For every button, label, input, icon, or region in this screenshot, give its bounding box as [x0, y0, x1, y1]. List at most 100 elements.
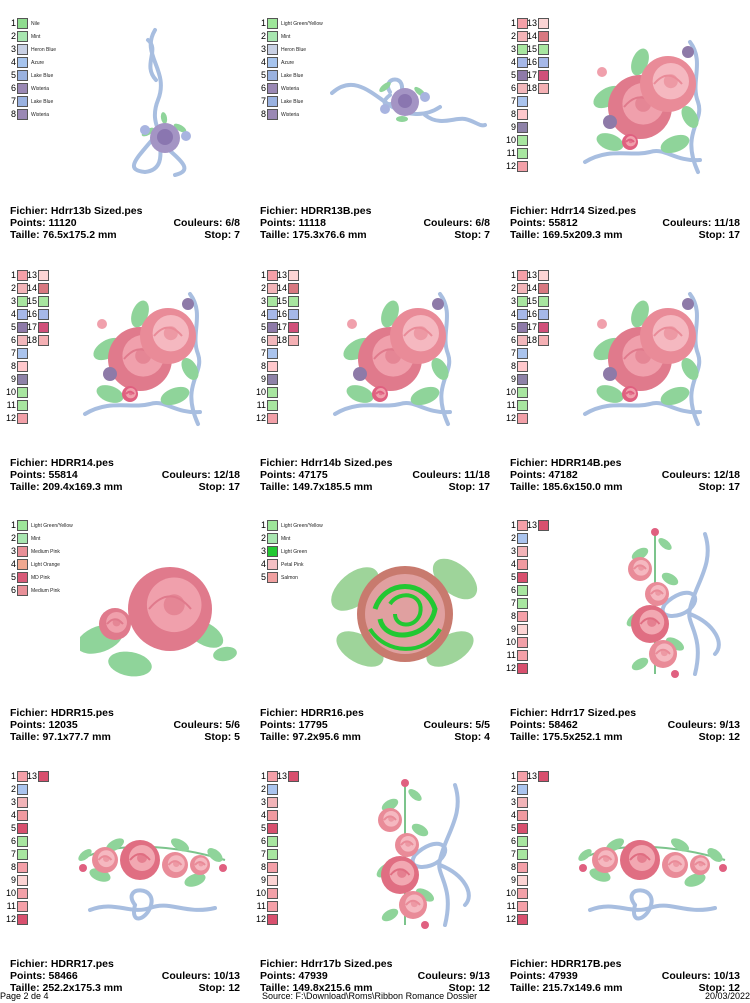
swatch-number: 1 [510, 771, 516, 781]
swatch-color-box [517, 585, 528, 596]
swatch-color-box [17, 374, 28, 385]
color-swatch: 18 [274, 334, 299, 347]
swatch-number: 1 [510, 18, 516, 28]
leaf-icon [160, 386, 190, 406]
embroidery-preview [331, 558, 478, 667]
color-swatch: 4 [250, 809, 278, 822]
swatch-number: 11 [506, 901, 516, 911]
leaf-icon [631, 657, 649, 671]
swatch-label: Azure [31, 59, 45, 66]
color-swatch: 2 [500, 282, 528, 295]
design-size: Taille: 97.2x95.6 mm [260, 731, 361, 743]
swatch-color-box [17, 18, 28, 29]
color-swatch: 6 [250, 835, 278, 848]
stop-count: Stop: 5 [204, 731, 240, 743]
color-swatch: 3 Heron Blue [250, 43, 306, 56]
design-card: 1 2 3 4 5 6 7 8 9 10 11 12 13 Fichier: HDRR17.pes Poin… [0, 770, 240, 1002]
swatch-label: Light Green [281, 548, 308, 555]
color-swatch: 11 [250, 399, 278, 412]
swatch-color-box [267, 18, 278, 29]
swatch-number: 2 [510, 784, 516, 794]
swatch-number: 8 [510, 109, 516, 119]
color-swatch: 11 [0, 399, 28, 412]
swatch-number: 10 [505, 637, 516, 647]
swatch-color-box [38, 335, 49, 346]
leaf-icon [78, 849, 92, 861]
swatch-number: 2 [260, 31, 266, 41]
swatch-color-box [538, 70, 549, 81]
color-swatch: 12 [0, 412, 28, 425]
swatch-number: 10 [505, 888, 516, 898]
color-swatch: 1 Light Green/Yellow [0, 519, 73, 532]
swatch-color-box [17, 520, 28, 531]
stop-count: Stop: 17 [698, 481, 740, 493]
color-swatch: 17 [274, 321, 299, 334]
file-name: Fichier: HDRR15.pes [10, 707, 114, 719]
swatch-number: 11 [256, 400, 266, 410]
design-size: Taille: 149.7x185.5 mm [260, 481, 373, 493]
swatch-number: 10 [505, 387, 516, 397]
swatch-number: 3 [510, 797, 516, 807]
design-card: 1 Light Green/Yellow 2 Mint 3 Medium Pink 4 Lig… [0, 519, 240, 751]
color-swatch: 13 [24, 770, 49, 783]
swatch-number: 4 [260, 309, 266, 319]
embroidery-preview [83, 292, 202, 426]
ribbon-icon [688, 40, 702, 174]
swatch-number: 7 [510, 96, 516, 106]
swatch-number: 2 [260, 533, 266, 543]
embroidery-preview [583, 40, 702, 174]
swatch-number: 4 [260, 57, 266, 67]
color-swatch: 4 [0, 308, 28, 321]
leaf-icon [681, 106, 699, 128]
swatch-number: 5 [10, 823, 16, 833]
swatch-color-box [17, 109, 28, 120]
swatch-number: 4 [10, 309, 16, 319]
swatch-number: 10 [5, 387, 16, 397]
swatch-label: Wisteria [281, 111, 300, 118]
swatch-color-box [267, 57, 278, 68]
color-count: Couleurs: 5/6 [173, 719, 240, 731]
color-swatch: 7 [500, 347, 528, 360]
swatch-number: 1 [260, 771, 266, 781]
color-swatch: 6 [0, 835, 28, 848]
swatch-color-box [267, 810, 278, 821]
color-swatch: 5 [500, 69, 528, 82]
swatch-label: Azure [281, 59, 295, 66]
color-count: Couleurs: 6/8 [423, 217, 490, 229]
swatch-color-box [517, 559, 528, 570]
swatch-color-box [267, 309, 278, 320]
color-swatch: 2 [500, 783, 528, 796]
swatch-color-box [267, 914, 278, 925]
leaf-icon [160, 112, 168, 124]
file-name: Fichier: Hdrr13b Sized.pes [10, 205, 143, 217]
swatch-number: 14 [526, 283, 537, 293]
color-swatch: 1 Light Green/Yellow [250, 17, 323, 30]
color-count: Couleurs: 10/13 [161, 970, 240, 982]
swatch-label: Lake Blue [31, 98, 54, 105]
embroidery-preview [80, 567, 237, 677]
swatch-color-box [288, 270, 299, 281]
leaf-icon [596, 133, 624, 151]
ribbon-icon [188, 292, 202, 426]
swatch-color-box [267, 875, 278, 886]
swatch-number: 6 [10, 585, 16, 595]
color-swatch: 6 Wisteria [250, 82, 299, 95]
color-swatch: 10 [0, 386, 28, 399]
color-swatch: 3 [250, 295, 278, 308]
color-swatch: 13 [524, 770, 549, 783]
leaf-icon [660, 134, 690, 154]
color-swatch: 18 [524, 334, 549, 347]
leaf-icon [381, 798, 399, 812]
color-swatch: 14 [24, 282, 49, 295]
color-swatch: 6 [500, 584, 528, 597]
swatch-number: 2 [260, 784, 266, 794]
color-swatch: 7 [250, 848, 278, 861]
leaf-icon [631, 547, 649, 561]
swatch-number: 3 [510, 296, 516, 306]
color-count: Couleurs: 6/8 [173, 217, 240, 229]
swatch-color-box [517, 361, 528, 372]
color-swatch: 4 Petal Pink [250, 558, 304, 571]
swatch-color-box [517, 663, 528, 674]
color-swatch: 18 [24, 334, 49, 347]
swatch-color-box [517, 914, 528, 925]
